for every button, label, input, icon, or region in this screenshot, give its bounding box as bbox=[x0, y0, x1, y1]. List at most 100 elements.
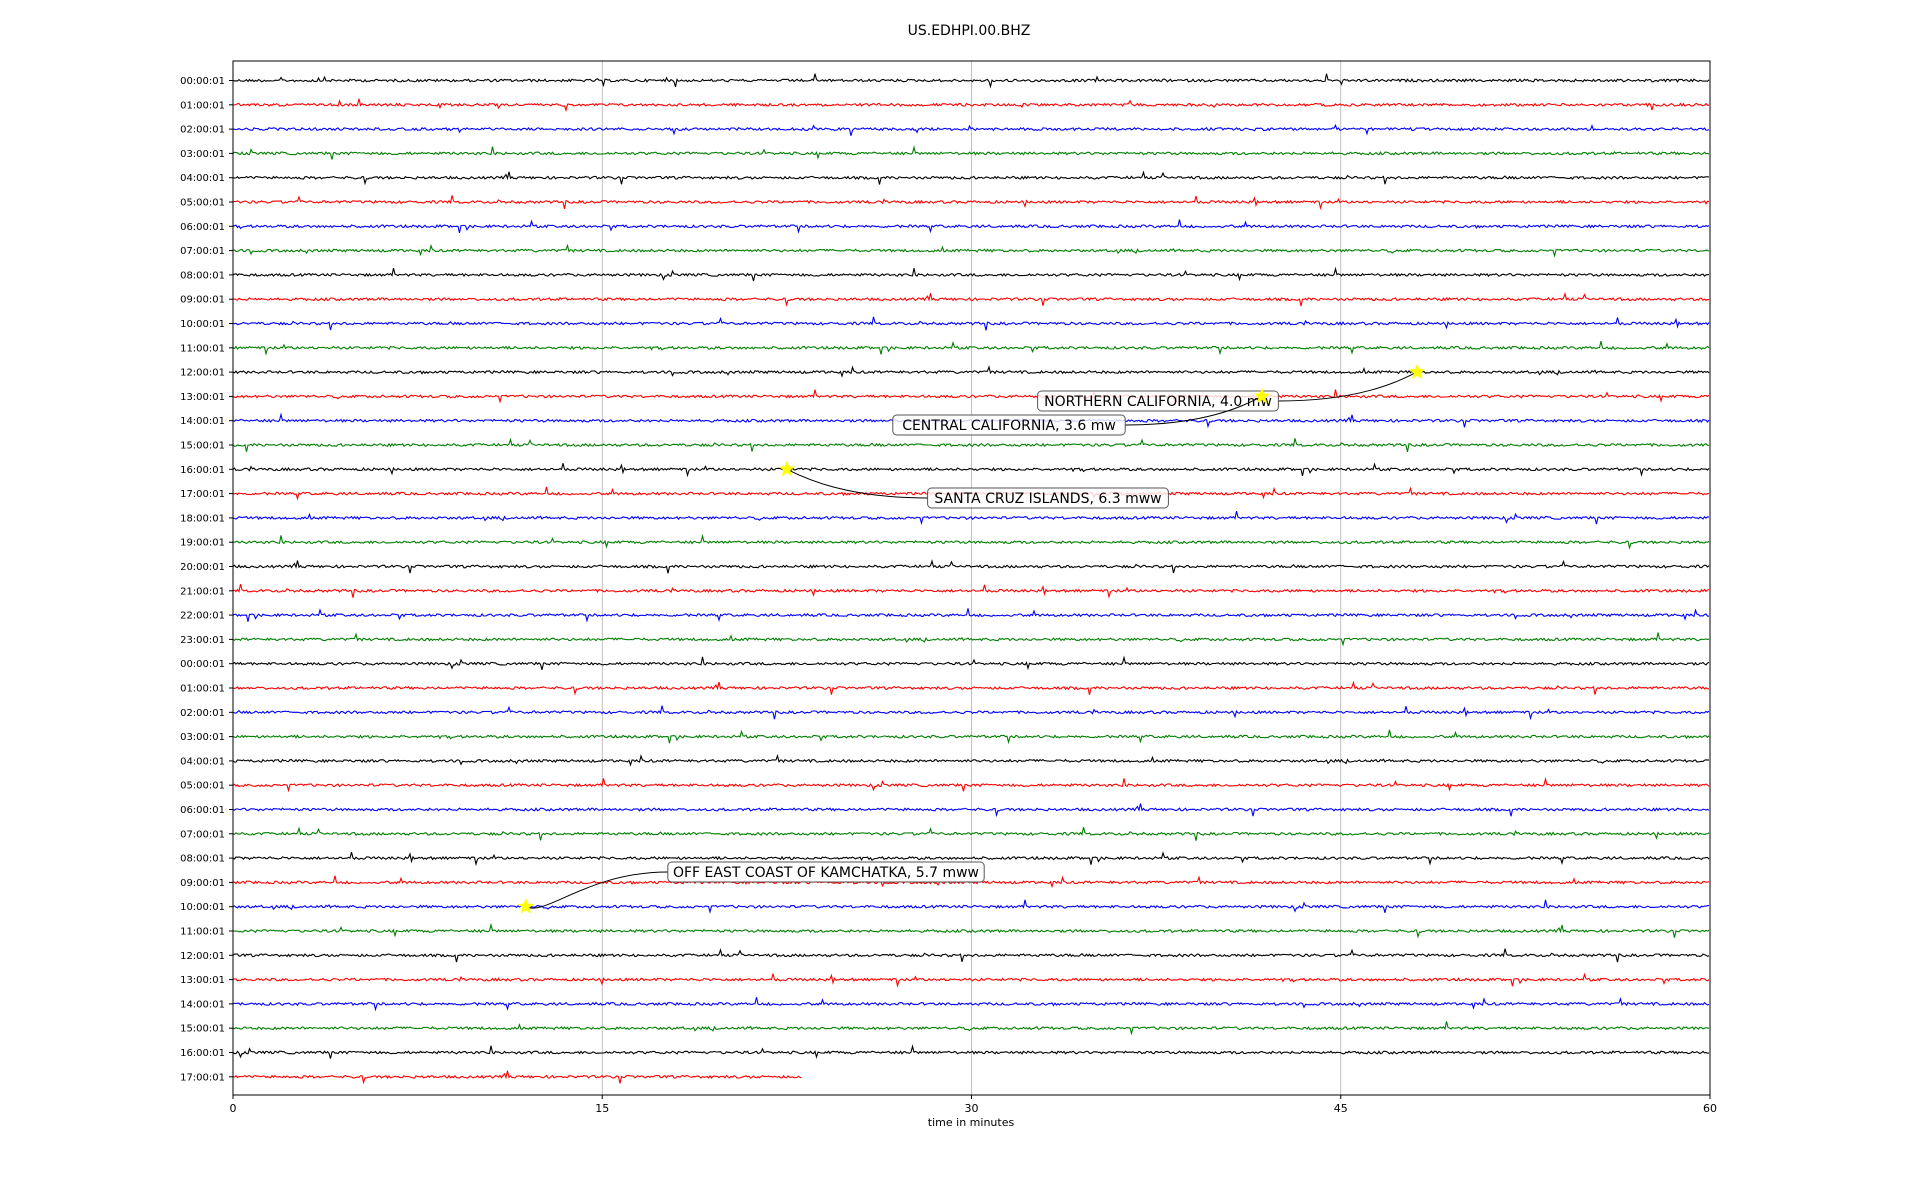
event-annotations: NORTHERN CALIFORNIA, 4.0 mw CENTRAL CALIF… bbox=[517, 363, 1426, 914]
trace-line-24 bbox=[232, 655, 1710, 671]
row-label-21: 21:00:01 bbox=[180, 586, 225, 597]
trace-line-6 bbox=[232, 219, 1710, 234]
row-label-25: 01:00:01 bbox=[180, 684, 225, 695]
row-label-38: 14:00:01 bbox=[180, 999, 225, 1010]
x-tick-label-1: 15 bbox=[595, 1102, 609, 1115]
trace-line-2 bbox=[232, 123, 1710, 136]
grid-lines bbox=[601, 61, 1342, 1095]
row-label-2: 02:00:01 bbox=[180, 125, 225, 136]
trace-line-32 bbox=[232, 851, 1710, 867]
event-star-1 bbox=[1253, 387, 1271, 404]
trace-line-23 bbox=[232, 632, 1710, 647]
row-label-20: 20:00:01 bbox=[180, 562, 225, 573]
row-label-34: 10:00:01 bbox=[180, 902, 225, 913]
row-label-23: 23:00:01 bbox=[180, 635, 225, 646]
chart-title: US.EDHPI.00.BHZ bbox=[908, 23, 1031, 39]
row-label-15: 15:00:01 bbox=[180, 441, 225, 452]
event-label-0: NORTHERN CALIFORNIA, 4.0 mw bbox=[1044, 394, 1272, 410]
trace-line-21 bbox=[232, 584, 1710, 599]
row-label-41: 17:00:01 bbox=[180, 1072, 225, 1083]
row-label-9: 09:00:01 bbox=[180, 295, 225, 306]
row-label-14: 14:00:01 bbox=[180, 416, 225, 427]
row-label-36: 12:00:01 bbox=[180, 951, 225, 962]
trace-line-5 bbox=[232, 195, 1710, 211]
event-connector-2 bbox=[786, 468, 928, 499]
trace-line-35 bbox=[232, 922, 1710, 939]
trace-line-29 bbox=[232, 776, 1710, 793]
row-label-29: 05:00:01 bbox=[180, 781, 225, 792]
row-label-35: 11:00:01 bbox=[180, 927, 225, 938]
row-label-28: 04:00:01 bbox=[180, 756, 225, 767]
row-label-24: 00:00:01 bbox=[180, 659, 225, 670]
row-labels: 00:00:01 01:00:01 02:00:01 03:00:01 04:00:01… bbox=[180, 76, 233, 1083]
row-label-39: 15:00:01 bbox=[180, 1024, 225, 1035]
row-label-1: 01:00:01 bbox=[180, 100, 225, 111]
event-connector-0 bbox=[1278, 371, 1418, 402]
trace-line-12 bbox=[232, 365, 1710, 378]
trace-line-8 bbox=[232, 266, 1709, 282]
row-label-30: 06:00:01 bbox=[180, 805, 225, 816]
row-label-8: 08:00:01 bbox=[180, 270, 225, 281]
trace-line-7 bbox=[232, 243, 1710, 258]
trace-line-0 bbox=[232, 73, 1710, 89]
event-box-0 bbox=[1037, 390, 1279, 412]
trace-line-26 bbox=[232, 705, 1710, 721]
row-label-11: 11:00:01 bbox=[180, 343, 225, 354]
trace-line-41 bbox=[232, 1070, 802, 1085]
row-label-12: 12:00:01 bbox=[180, 368, 225, 379]
trace-line-37 bbox=[232, 972, 1710, 988]
row-label-31: 07:00:01 bbox=[180, 829, 225, 840]
event-star-3 bbox=[517, 898, 535, 914]
trace-line-28 bbox=[232, 753, 1710, 767]
trace-line-19 bbox=[232, 533, 1710, 550]
x-tick-label-4: 60 bbox=[1703, 1102, 1717, 1115]
row-label-32: 08:00:01 bbox=[180, 854, 225, 865]
row-label-37: 13:00:01 bbox=[180, 975, 225, 986]
row-label-10: 10:00:01 bbox=[180, 319, 225, 330]
row-label-13: 13:00:01 bbox=[180, 392, 225, 403]
row-label-22: 22:00:01 bbox=[180, 611, 225, 622]
row-label-40: 16:00:01 bbox=[180, 1048, 225, 1059]
trace-line-36 bbox=[232, 947, 1710, 963]
trace-line-13 bbox=[232, 389, 1710, 404]
row-label-19: 19:00:01 bbox=[180, 538, 225, 549]
trace-line-3 bbox=[232, 145, 1710, 160]
trace-line-40 bbox=[232, 1044, 1710, 1059]
x-tick-label-2: 30 bbox=[965, 1102, 979, 1115]
x-tick-label-3: 45 bbox=[1334, 1102, 1348, 1115]
trace-line-11 bbox=[232, 340, 1710, 356]
trace-line-15 bbox=[232, 437, 1710, 453]
row-label-16: 16:00:01 bbox=[180, 465, 225, 476]
trace-line-30 bbox=[232, 803, 1710, 818]
trace-line-39 bbox=[232, 1021, 1710, 1036]
event-connector-1 bbox=[1125, 395, 1263, 426]
event-label-3: OFF EAST COAST OF KAMCHATKA, 5.7 mww bbox=[673, 865, 979, 881]
trace-line-16 bbox=[232, 462, 1710, 478]
event-box-3 bbox=[667, 861, 985, 883]
trace-group bbox=[232, 73, 1710, 1085]
trace-line-10 bbox=[232, 316, 1710, 331]
event-label-1: CENTRAL CALIFORNIA, 3.6 mw bbox=[902, 418, 1116, 434]
row-label-0: 00:00:01 bbox=[180, 76, 225, 87]
row-label-3: 03:00:01 bbox=[180, 149, 225, 160]
trace-line-20 bbox=[232, 559, 1710, 574]
row-label-6: 06:00:01 bbox=[180, 222, 225, 233]
row-label-7: 07:00:01 bbox=[180, 246, 225, 257]
trace-line-22 bbox=[232, 608, 1710, 623]
trace-line-38 bbox=[232, 996, 1710, 1012]
event-connector-3 bbox=[525, 871, 668, 909]
event-label-2: SANTA CRUZ ISLANDS, 6.3 mww bbox=[934, 491, 1161, 507]
trace-line-1 bbox=[232, 98, 1710, 113]
event-box-1 bbox=[892, 414, 1126, 436]
trace-line-4 bbox=[232, 170, 1710, 186]
event-box-2 bbox=[927, 487, 1169, 509]
row-label-26: 02:00:01 bbox=[180, 708, 225, 719]
row-label-33: 09:00:01 bbox=[180, 878, 225, 889]
row-label-27: 03:00:01 bbox=[180, 732, 225, 743]
row-label-18: 18:00:01 bbox=[180, 513, 225, 524]
trace-line-25 bbox=[232, 680, 1710, 696]
trace-line-31 bbox=[232, 826, 1710, 841]
x-axis-label: time in minutes bbox=[928, 1116, 1015, 1129]
